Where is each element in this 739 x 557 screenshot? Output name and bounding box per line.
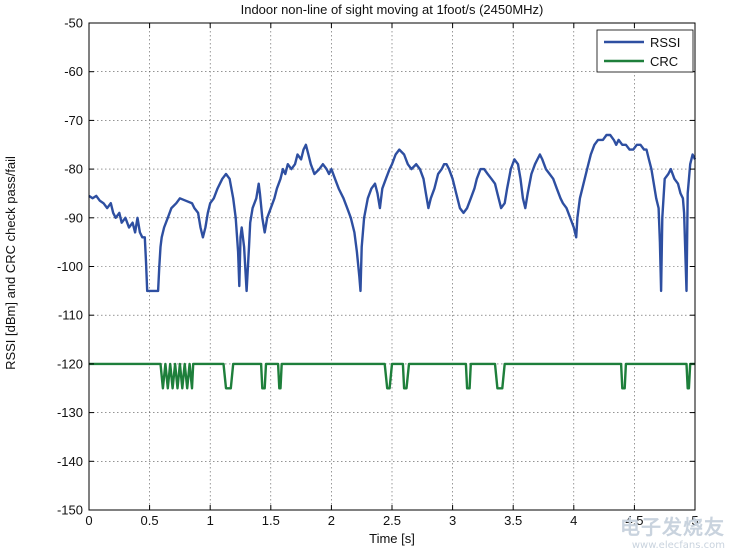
- y-tick-label: -140: [57, 454, 83, 469]
- x-tick-label: 4: [570, 513, 577, 528]
- y-tick-label: -110: [58, 308, 83, 323]
- y-tick-label: -60: [64, 64, 83, 79]
- watermark: 电子发烧友 www.elecfans.com: [620, 511, 725, 551]
- x-tick-label: 1: [207, 513, 214, 528]
- x-tick-label: 3: [449, 513, 456, 528]
- x-tick-label: 1.5: [262, 513, 280, 528]
- x-tick-label: 3.5: [504, 513, 522, 528]
- watermark-url: www.elecfans.com: [631, 540, 725, 551]
- y-tick-labels: -150 -140 -130 -120 -110 -100 -90 -80 -70 -60 -50: [57, 16, 83, 518]
- legend: RSSI CRC: [596, 29, 694, 73]
- y-tick-label: -90: [64, 210, 83, 225]
- chart-title: Indoor non-line of sight moving at 1foot…: [241, 2, 544, 17]
- y-tick-label: -120: [57, 356, 83, 371]
- series-line-rssi: [88, 133, 697, 293]
- axis-ticks: [88, 22, 696, 511]
- legend-label-rssi: RSSI: [650, 35, 680, 50]
- x-tick-label: 2.5: [383, 513, 401, 528]
- y-tick-label: -70: [64, 113, 83, 128]
- series-line-crc: [89, 362, 695, 390]
- y-tick-label: -130: [57, 405, 83, 420]
- series-lines: [88, 133, 697, 390]
- x-tick-label: 0: [85, 513, 92, 528]
- y-tick-label: -100: [57, 259, 83, 274]
- x-axis-label: Time [s]: [369, 531, 415, 546]
- legend-box: [596, 29, 694, 73]
- x-tick-label: 5: [691, 513, 698, 528]
- y-tick-label: -150: [57, 503, 83, 518]
- x-tick-label: 0.5: [141, 513, 159, 528]
- legend-label-crc: CRC: [650, 54, 678, 69]
- x-tick-label: 2: [328, 513, 335, 528]
- y-axis-label: RSSI [dBm] and CRC check pass/fail: [3, 156, 18, 370]
- x-tick-labels: 0 0.5 1 1.5 2 2.5 3 3.5 4 4.5 5: [85, 513, 698, 528]
- y-tick-label: -50: [64, 16, 83, 31]
- y-tick-label: -80: [64, 162, 83, 177]
- x-tick-label: 4.5: [625, 513, 643, 528]
- grid-lines: [88, 22, 696, 511]
- watermark-text: 电子发烧友: [620, 515, 725, 539]
